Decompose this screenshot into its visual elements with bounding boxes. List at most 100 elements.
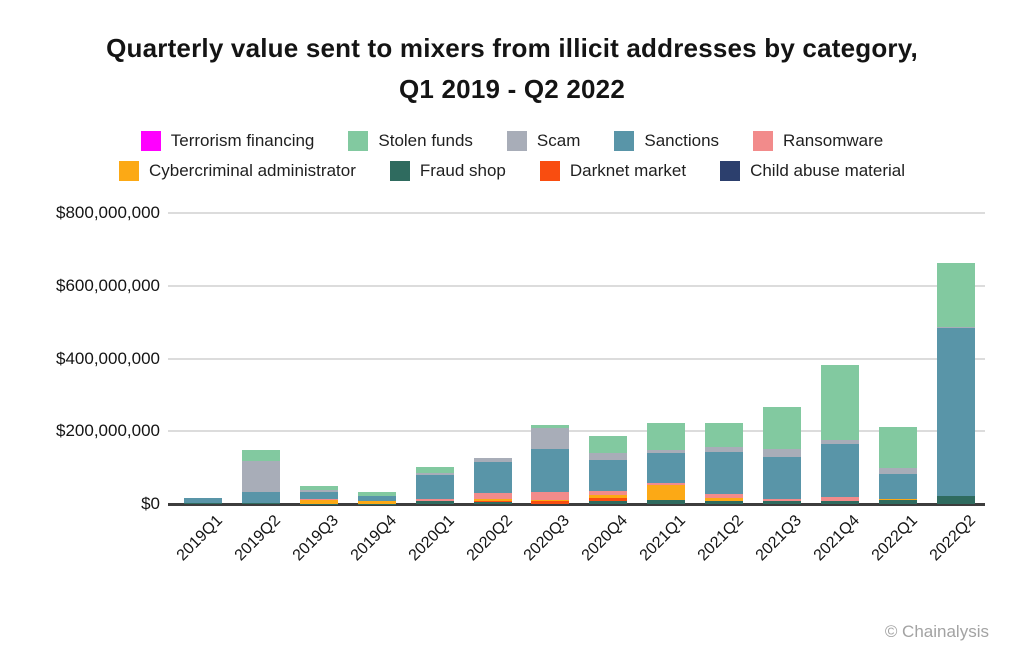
bar-segment-2019q3-cybercriminal-administrator (299, 499, 338, 504)
legend-label: Terrorism financing (170, 131, 315, 150)
bar-segment-2021q2-cybercriminal-administrator (705, 498, 744, 502)
legend-swatch-cybercriminal-administrator (118, 161, 139, 181)
ytick-label-0m: $0 (141, 494, 160, 513)
bar-segment-2021q3-fraud-shop (763, 501, 801, 504)
bar-segment-2020q4-scam (589, 452, 628, 460)
legend-row-2: Cybercriminal administrator Fraud shop Dar… (0, 156, 1024, 186)
bar-segment-2021q4-stolen-funds (820, 364, 859, 440)
bar-segment-2021q3-ransomware (763, 498, 801, 502)
legend-label: Child abuse material (750, 161, 906, 180)
bar-segment-2020q4-cybercriminal-administrator (589, 494, 628, 499)
legend-item-cybercriminal-administrator: Cybercriminal administrator (118, 161, 356, 181)
bar-segment-2019q2-fraud-shop (241, 502, 280, 504)
bar-segment-2021q3-sanctions (763, 457, 801, 499)
bar-segment-2019q3-stolen-funds (299, 485, 338, 491)
legend-swatch-stolen-funds (348, 131, 369, 151)
legend-item-stolen-funds: Stolen funds (348, 131, 473, 151)
bar-segment-2021q3-stolen-funds (763, 406, 801, 450)
bar-segment-2021q1-stolen-funds (647, 422, 686, 451)
legend-item-child-abuse-material: Child abuse material (720, 161, 905, 181)
bar-segment-2020q4-ransomware (589, 490, 628, 495)
xtick-label-2019q1: 2019Q1 (173, 512, 227, 565)
bar-segment-2021q4-ransomware (820, 496, 859, 501)
bar-segment-2021q2-stolen-funds (705, 422, 744, 448)
bar-2021q2 (705, 422, 744, 504)
gridline-800m (168, 212, 985, 214)
xtick-label-2019q3: 2019Q3 (289, 512, 342, 565)
legend-item-sanctions: Sanctions (614, 131, 719, 151)
bar-segment-2021q1-cybercriminal-administrator (647, 484, 686, 500)
xtick-label-2022q1: 2022Q1 (868, 512, 921, 565)
legend-item-terrorism-financing: Terrorism financing (140, 131, 315, 151)
bar-segment-2020q1-ransomware (415, 499, 454, 502)
x-axis-line (168, 502, 985, 506)
watermark: © Chainalysis (884, 622, 989, 641)
legend-label: Cybercriminal administrator (148, 161, 356, 180)
bar-segment-2019q3-sanctions (299, 491, 338, 499)
bar-2019q4 (357, 492, 396, 504)
legend-swatch-darknet-market (539, 161, 560, 181)
bar-2021q3 (763, 406, 801, 504)
xtick-label-2019q2: 2019Q2 (231, 512, 284, 565)
bar-segment-2022q1-sanctions (878, 473, 917, 499)
bar-segment-2020q2-sanctions (473, 462, 512, 493)
xtick-label-2020q1: 2020Q1 (405, 512, 458, 565)
bar-2020q2 (473, 457, 512, 504)
chart-title-line2: Q1 2019 - Q2 2022 (399, 74, 625, 104)
bar-segment-2019q4-stolen-funds (357, 492, 396, 497)
legend-label: Sanctions (644, 131, 720, 150)
legend-swatch-sanctions (614, 131, 635, 151)
bar-segment-2020q3-scam (531, 428, 570, 450)
ytick-label-600m: $600,000,000 (56, 275, 160, 295)
bar-segment-2021q1-sanctions (647, 452, 686, 483)
bar-2021q1 (647, 422, 686, 504)
bar-segment-2019q2-sanctions (241, 491, 280, 503)
bar-2021q4 (820, 364, 859, 504)
bar-2022q1 (878, 426, 917, 504)
bar-segment-2020q3-cybercriminal-administrator (531, 499, 570, 502)
bar-2019q2 (241, 450, 280, 504)
legend-label: Ransomware (783, 131, 884, 150)
bar-segment-2020q3-darknet-market (531, 501, 570, 504)
bar-segment-2021q2-sanctions (705, 452, 744, 495)
chart-title: Quarterly value sent to mixers from illi… (0, 28, 1024, 110)
bar-segment-2020q2-ransomware (473, 492, 512, 499)
legend-swatch-child-abuse-material (720, 161, 741, 181)
xtick-label-2021q2: 2021Q2 (694, 512, 748, 565)
bar-segment-2019q1-fraud-shop (184, 503, 222, 504)
bar-segment-2021q1-ransomware (647, 482, 686, 485)
bar-segment-2022q2-stolen-funds (936, 263, 975, 327)
bar-segment-2021q4-scam (820, 440, 859, 444)
bar-2019q3 (299, 485, 338, 504)
bar-segment-2022q2-fraud-shop (936, 496, 975, 504)
bar-segment-2020q4-fraud-shop (589, 500, 628, 504)
ytick-label-200m: $200,000,000 (56, 421, 160, 441)
bar-segment-2020q3-sanctions (531, 449, 570, 493)
bar-segment-2019q3-scam (299, 490, 338, 492)
bar-segment-2022q1-cybercriminal-administrator (878, 498, 917, 501)
legend-swatch-terrorism-financing (140, 131, 161, 151)
bar-segment-2021q4-sanctions (820, 444, 859, 497)
chart-title-line1: Quarterly value sent to mixers from illi… (106, 33, 918, 63)
bar-segment-2021q1-fraud-shop (647, 499, 686, 504)
gridline-200m (168, 430, 985, 433)
bar-2020q3 (531, 425, 570, 504)
legend-item-darknet-market: Darknet market (539, 161, 687, 181)
xtick-label-2020q3: 2020Q3 (521, 512, 574, 565)
legend-swatch-ransomware (753, 131, 774, 151)
legend-item-ransomware: Ransomware (753, 131, 883, 151)
bar-segment-2022q2-scam (936, 326, 975, 328)
gridline-600m (168, 284, 985, 287)
bar-segment-2020q2-cybercriminal-administrator (473, 498, 512, 502)
bar-segment-2020q1-scam (415, 473, 454, 475)
bar-segment-2021q1-scam (647, 450, 686, 453)
legend: Terrorism financing Stolen funds Scam Sanct… (0, 126, 1024, 186)
xtick-label-2019q4: 2019Q4 (347, 512, 400, 565)
legend-label: Fraud shop (419, 161, 506, 180)
ytick-label-400m: $400,000,000 (56, 348, 160, 368)
legend-item-scam: Scam (506, 131, 580, 151)
bar-segment-2020q1-fraud-shop (415, 501, 454, 504)
bar-segment-2020q4-darknet-market (589, 498, 628, 501)
legend-label: Darknet market (569, 161, 687, 180)
